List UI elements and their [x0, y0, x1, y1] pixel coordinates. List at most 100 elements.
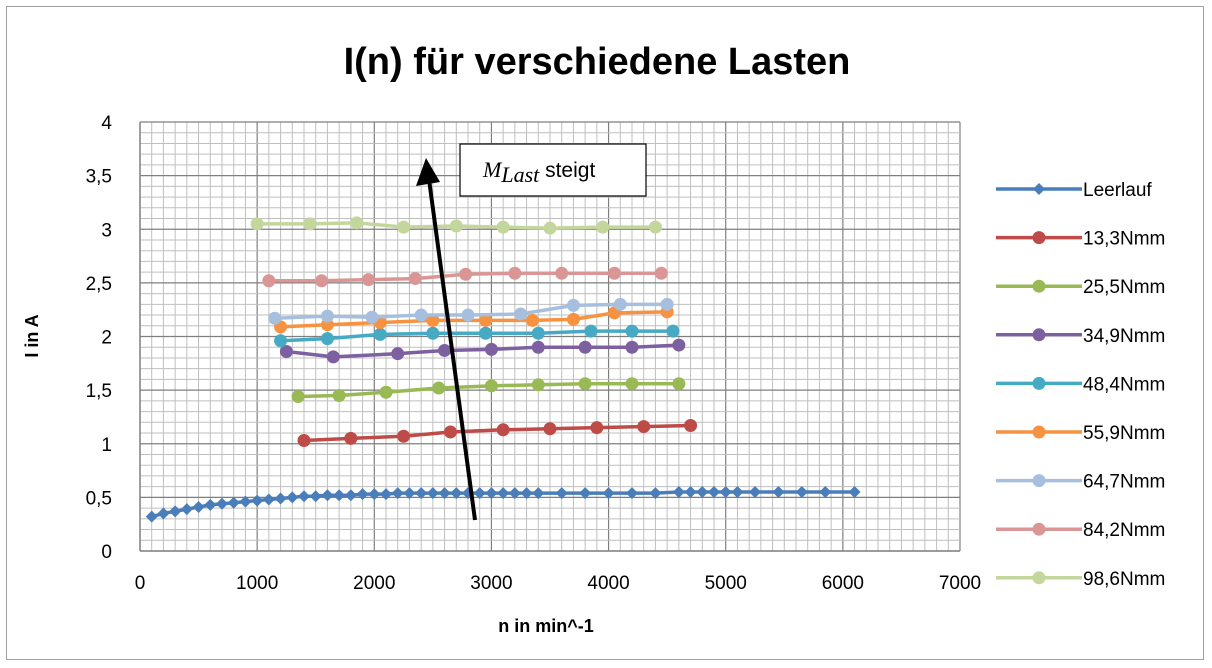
y-tick-label: 2,5	[86, 274, 112, 295]
data-point	[432, 381, 446, 395]
legend-label: 98,6Nmm	[1083, 569, 1165, 590]
x-tick-label: 5000	[705, 573, 747, 594]
data-point	[508, 487, 521, 500]
data-point	[356, 488, 369, 501]
series-6	[268, 297, 674, 325]
data-point	[297, 434, 311, 448]
data-point	[344, 431, 358, 445]
data-point	[607, 266, 621, 280]
data-point	[303, 217, 317, 231]
legend-swatch-marker	[1032, 376, 1046, 390]
data-point	[484, 342, 498, 356]
y-tick-label: 4	[101, 113, 112, 134]
legend-swatch-marker	[1032, 231, 1046, 245]
series-5	[274, 305, 674, 334]
data-point	[543, 422, 557, 436]
y-tick-label: 3	[101, 220, 112, 241]
series-1	[297, 419, 698, 448]
series-7	[262, 266, 668, 288]
legend-item: 98,6Nmm	[996, 569, 1165, 590]
data-point	[666, 324, 680, 338]
legend-label: 25,5Nmm	[1083, 277, 1165, 298]
data-point	[684, 419, 698, 433]
data-point	[397, 220, 411, 234]
data-point	[602, 487, 615, 500]
legend-label: 34,9Nmm	[1083, 326, 1165, 347]
trend-arrow-head	[416, 158, 440, 186]
data-point	[532, 487, 545, 500]
data-point	[625, 377, 639, 391]
data-point	[672, 377, 686, 391]
legend-swatch-marker	[1032, 425, 1046, 439]
data-point	[496, 423, 510, 437]
legend-label: 48,4Nmm	[1083, 374, 1165, 395]
data-point	[426, 313, 440, 327]
data-point	[350, 216, 364, 230]
data-point	[672, 338, 686, 352]
data-point	[719, 486, 732, 499]
data-point	[514, 307, 528, 321]
legend-swatch-marker	[1032, 571, 1046, 585]
data-point	[708, 486, 720, 499]
data-point	[578, 377, 592, 391]
data-point	[531, 326, 545, 340]
data-point	[696, 486, 709, 499]
x-axis-label: n in min^-1	[498, 616, 594, 636]
data-point	[625, 340, 639, 354]
x-tick-label: 6000	[822, 573, 864, 594]
legend-item: Leerlauf	[996, 180, 1152, 201]
legend-swatch-marker	[1032, 474, 1046, 488]
annotation-box	[459, 143, 647, 197]
data-point	[157, 507, 170, 520]
data-point	[320, 309, 334, 323]
x-tick-label: 7000	[939, 573, 981, 594]
data-point	[579, 487, 592, 500]
data-point	[291, 390, 305, 404]
data-point	[320, 332, 334, 346]
data-point	[566, 312, 580, 326]
data-point	[596, 220, 610, 234]
data-point	[525, 313, 539, 327]
data-point	[426, 326, 440, 340]
series-4	[274, 324, 680, 348]
series-8	[250, 216, 662, 235]
data-point	[848, 486, 861, 499]
x-tick-label: 1000	[236, 573, 278, 594]
data-point	[262, 493, 275, 506]
y-tick-label: 0,5	[86, 488, 112, 509]
data-point	[497, 487, 510, 500]
data-point	[819, 486, 832, 499]
data-point	[251, 494, 264, 507]
legend-label: 13,3Nmm	[1083, 229, 1165, 250]
data-point	[298, 490, 310, 503]
annotation-sub: Last	[500, 162, 540, 187]
data-point	[531, 340, 545, 354]
y-tick-label: 1	[101, 435, 112, 456]
data-point	[660, 297, 674, 311]
legend-item: 48,4Nmm	[996, 374, 1165, 395]
data-point	[449, 219, 463, 233]
data-point	[192, 501, 205, 514]
legend-label: Leerlauf	[1083, 180, 1152, 201]
annotation-math: M	[482, 157, 503, 182]
x-tick-label: 3000	[470, 573, 512, 594]
chart-title: I(n) für verschiedene Lasten	[344, 41, 851, 83]
data-point	[543, 221, 557, 235]
y-axis-label: I in A	[22, 314, 42, 357]
data-point	[531, 378, 545, 392]
data-point	[654, 266, 668, 280]
data-point	[438, 487, 451, 500]
x-tick-label: 4000	[587, 573, 629, 594]
data-point	[415, 487, 428, 500]
data-point	[578, 340, 592, 354]
data-point	[626, 487, 638, 500]
y-tick-label: 0	[101, 542, 112, 563]
data-point	[332, 388, 346, 402]
data-point	[649, 487, 662, 500]
data-point	[485, 487, 498, 500]
data-point	[403, 487, 416, 500]
data-point	[216, 497, 228, 510]
data-point	[479, 313, 493, 327]
data-point	[479, 326, 493, 340]
annotation: MLast steigt	[416, 143, 647, 521]
